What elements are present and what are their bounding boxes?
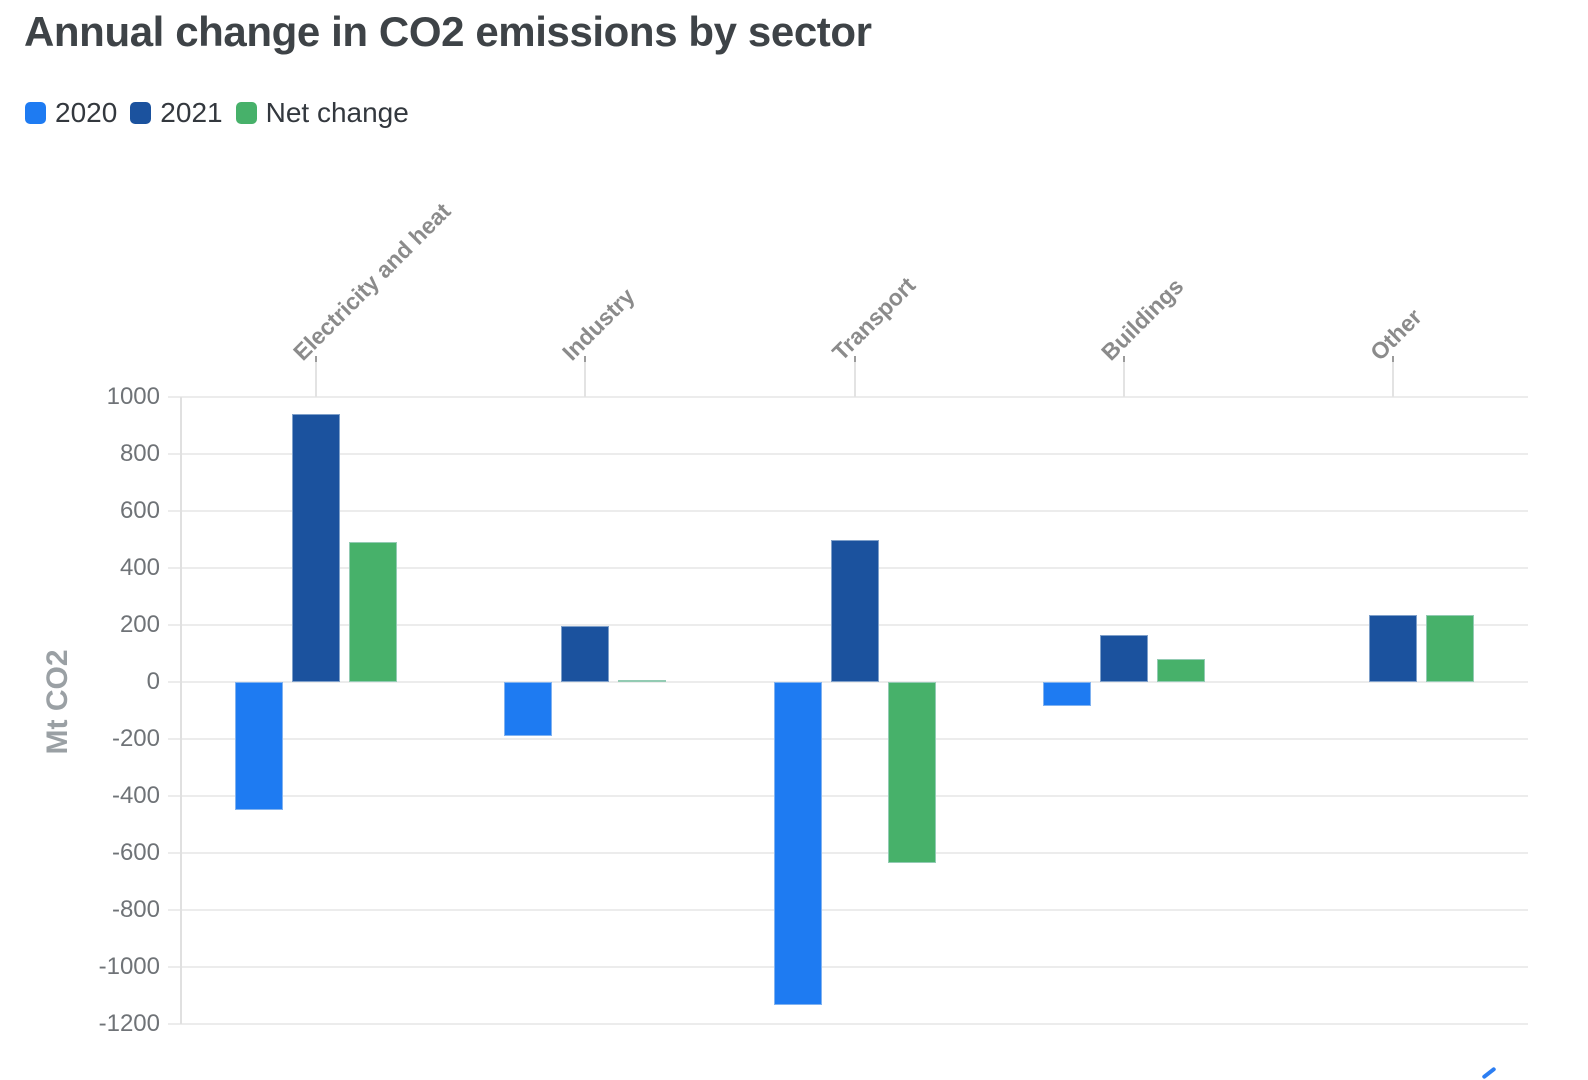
bar-other-net-change	[1426, 615, 1474, 682]
gridline-1000	[168, 396, 1528, 398]
y-tick-label-1000: 1000	[106, 383, 160, 410]
category-tick-tip-industry	[584, 356, 586, 362]
gridline--600	[168, 852, 1528, 854]
y-tick-label--1000: -1000	[98, 953, 160, 980]
category-label-other: Other	[1365, 303, 1427, 366]
bar-other-2021	[1369, 615, 1417, 682]
bar-buildings-2020	[1043, 682, 1091, 707]
gridline--1000	[168, 966, 1528, 968]
legend-label-2021: 2021	[160, 97, 223, 128]
y-tick-label-400: 400	[119, 554, 160, 581]
category-tick-other	[1392, 362, 1394, 397]
chart-legend: 2020 2021 Net change	[25, 99, 409, 127]
legend-swatch-net-change	[235, 102, 257, 124]
y-tick-label-200: 200	[119, 611, 160, 638]
gridline--400	[168, 795, 1528, 797]
legend-item-net-change: Net change	[235, 97, 409, 128]
category-tick-buildings	[1123, 362, 1125, 397]
gridline-0	[168, 681, 1528, 683]
y-tick-label-0: 0	[146, 668, 160, 695]
bar-transport-net-change	[888, 682, 936, 863]
y-tick-label--800: -800	[111, 896, 160, 923]
gridline--800	[168, 909, 1528, 911]
bar-transport-2021	[831, 539, 879, 682]
bar-transport-2020	[774, 682, 822, 1006]
bar-buildings-2021	[1100, 634, 1148, 682]
legend-item-2021: 2021	[130, 97, 223, 128]
category-label-transport: Transport	[827, 271, 921, 366]
y-tick-label--200: -200	[111, 725, 160, 752]
y-tick-label--600: -600	[111, 839, 160, 866]
y-tick-label-600: 600	[119, 497, 160, 524]
category-label-buildings: Buildings	[1096, 272, 1189, 366]
legend-label-2020: 2020	[55, 97, 118, 128]
category-label-electricity-and-heat: Electricity and heat	[288, 197, 456, 366]
category-tick-tip-other	[1392, 356, 1394, 362]
category-tick-tip-electricity-and-heat	[315, 356, 317, 362]
legend-swatch-2020	[25, 102, 46, 124]
category-tick-industry	[584, 362, 586, 397]
bar-electricity-and-heat-2021	[292, 414, 340, 682]
gridline--200	[168, 738, 1528, 740]
category-tick-tip-buildings	[1123, 356, 1125, 362]
logo-mark-fragment	[1481, 1066, 1497, 1080]
y-tick-label-800: 800	[119, 440, 160, 467]
y-tick-label--400: -400	[111, 782, 160, 809]
page-title: Annual change in CO2 emissions by sector	[24, 8, 872, 55]
category-tick-electricity-and-heat	[315, 362, 317, 397]
bar-buildings-net-change	[1157, 659, 1205, 682]
bar-electricity-and-heat-2020	[235, 682, 283, 811]
bar-industry-2021	[561, 626, 609, 682]
legend-item-2020: 2020	[25, 99, 117, 127]
y-tick-label--1200: -1200	[98, 1010, 160, 1037]
gridline-800	[168, 453, 1528, 455]
gridline-600	[168, 510, 1528, 512]
gridline--1200	[168, 1023, 1528, 1025]
legend-swatch-2021	[130, 102, 152, 124]
bar-electricity-and-heat-net-change	[349, 542, 397, 682]
category-tick-transport	[854, 362, 856, 397]
category-tick-tip-transport	[854, 356, 856, 362]
y-axis-line	[180, 397, 182, 1024]
category-label-industry: Industry	[557, 282, 640, 366]
bar-industry-net-change	[618, 680, 666, 682]
legend-label-net-change: Net change	[265, 97, 409, 128]
bar-industry-2020	[504, 682, 552, 737]
